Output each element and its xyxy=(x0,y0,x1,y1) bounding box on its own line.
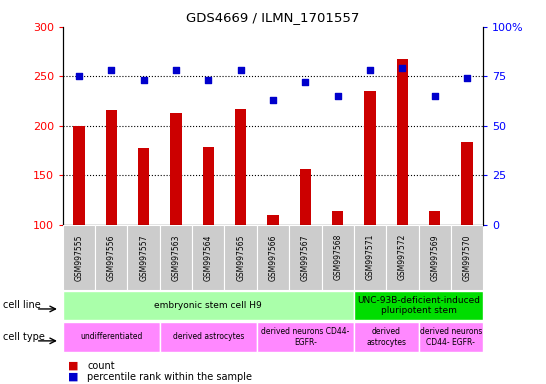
Text: GSM997563: GSM997563 xyxy=(171,234,181,281)
Bar xyxy=(364,91,376,324)
Point xyxy=(139,77,148,83)
Point xyxy=(269,97,277,103)
Text: GSM997564: GSM997564 xyxy=(204,234,213,281)
Bar xyxy=(170,113,182,324)
Bar xyxy=(160,225,192,290)
Bar xyxy=(354,291,483,320)
Text: GSM997570: GSM997570 xyxy=(462,234,472,281)
Bar xyxy=(127,225,160,290)
Text: derived
astrocytes: derived astrocytes xyxy=(366,327,406,347)
Text: GSM997556: GSM997556 xyxy=(107,234,116,281)
Bar xyxy=(289,225,322,290)
Point xyxy=(301,79,310,85)
Bar xyxy=(63,322,160,352)
Text: GSM997557: GSM997557 xyxy=(139,234,148,281)
Point xyxy=(366,67,375,73)
Text: GSM997566: GSM997566 xyxy=(269,234,277,281)
Bar xyxy=(332,211,343,324)
Point xyxy=(462,75,471,81)
Bar xyxy=(354,322,419,352)
Bar xyxy=(461,142,473,324)
Point xyxy=(236,67,245,73)
Bar xyxy=(160,322,257,352)
Point xyxy=(171,67,180,73)
Bar xyxy=(203,147,214,324)
Bar xyxy=(397,58,408,324)
Bar xyxy=(73,126,85,324)
Bar xyxy=(257,322,354,352)
Bar xyxy=(63,225,95,290)
Point xyxy=(398,65,407,71)
Bar xyxy=(105,110,117,324)
Text: ■: ■ xyxy=(68,361,79,371)
Text: GSM997568: GSM997568 xyxy=(333,234,342,280)
Bar xyxy=(419,225,451,290)
Point xyxy=(107,67,116,73)
Bar xyxy=(451,225,483,290)
Bar xyxy=(257,225,289,290)
Text: GSM997572: GSM997572 xyxy=(398,234,407,280)
Point xyxy=(333,93,342,99)
Bar xyxy=(268,215,278,324)
Bar xyxy=(235,109,246,324)
Bar xyxy=(192,225,224,290)
Text: derived astrocytes: derived astrocytes xyxy=(173,333,244,341)
Text: derived neurons CD44-
EGFR-: derived neurons CD44- EGFR- xyxy=(261,327,349,347)
Text: derived neurons
CD44- EGFR-: derived neurons CD44- EGFR- xyxy=(420,327,482,347)
Bar xyxy=(300,169,311,324)
Title: GDS4669 / ILMN_1701557: GDS4669 / ILMN_1701557 xyxy=(186,11,360,24)
Point xyxy=(75,73,84,79)
Bar xyxy=(95,225,127,290)
Text: GSM997571: GSM997571 xyxy=(365,234,375,280)
Bar xyxy=(63,291,354,320)
Text: cell line: cell line xyxy=(3,300,40,310)
Text: UNC-93B-deficient-induced
pluripotent stem: UNC-93B-deficient-induced pluripotent st… xyxy=(357,296,480,315)
Text: count: count xyxy=(87,361,115,371)
Point xyxy=(204,77,213,83)
Bar xyxy=(224,225,257,290)
Text: embryonic stem cell H9: embryonic stem cell H9 xyxy=(155,301,262,310)
Bar xyxy=(322,225,354,290)
Bar xyxy=(429,211,441,324)
Text: GSM997565: GSM997565 xyxy=(236,234,245,281)
Text: percentile rank within the sample: percentile rank within the sample xyxy=(87,372,252,382)
Text: ■: ■ xyxy=(68,372,79,382)
Bar xyxy=(386,225,419,290)
Text: GSM997569: GSM997569 xyxy=(430,234,439,281)
Text: GSM997555: GSM997555 xyxy=(74,234,84,281)
Bar xyxy=(138,147,149,324)
Bar xyxy=(354,225,386,290)
Point xyxy=(430,93,439,99)
Text: cell type: cell type xyxy=(3,332,45,342)
Bar xyxy=(419,322,483,352)
Text: GSM997567: GSM997567 xyxy=(301,234,310,281)
Text: undifferentiated: undifferentiated xyxy=(80,333,143,341)
